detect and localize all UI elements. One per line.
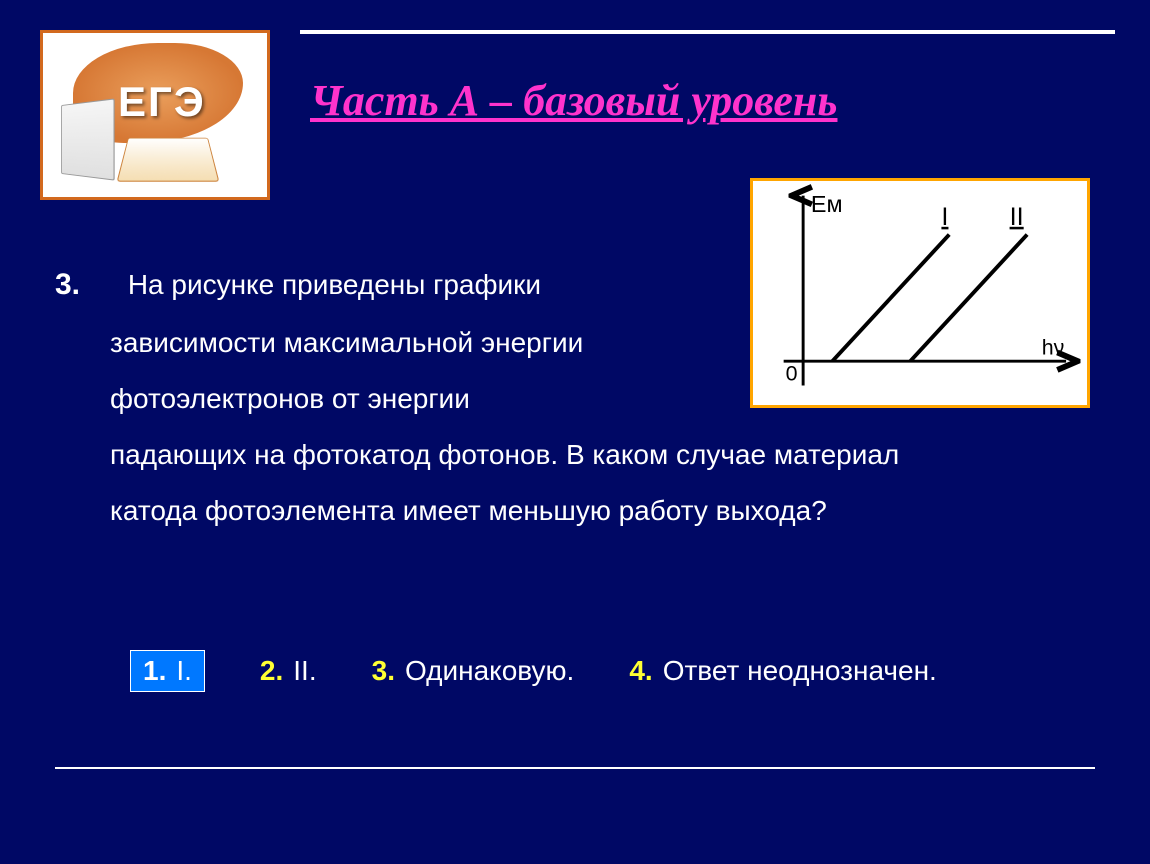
question-number: 3. (55, 268, 80, 301)
chart-line2-label: II (1010, 203, 1024, 231)
question-block: 3. На рисунке приведены графики зависимо… (55, 255, 1095, 539)
answer-option-1[interactable]: 1. I. (130, 650, 205, 692)
bottom-divider (55, 767, 1095, 769)
answer-num-2: 2. (260, 655, 283, 687)
logo-calculator-shape (61, 98, 115, 180)
logo-text: ЕГЭ (118, 78, 206, 126)
question-line-3: фотоэлектронов от энергии (110, 383, 470, 414)
top-divider (300, 30, 1115, 34)
answer-label-1: I. (176, 655, 192, 687)
question-line-2: зависимости максимальной энергии (110, 327, 583, 358)
answer-num-4: 4. (629, 655, 652, 687)
answer-label-2: II. (293, 655, 316, 687)
question-line-1: На рисунке приведены графики (128, 269, 541, 300)
answer-num-3: 3. (372, 655, 395, 687)
answer-option-3[interactable]: 3. Одинаковую. (372, 655, 575, 687)
question-line-5: катода фотоэлемента имеет меньшую работу… (110, 495, 827, 526)
logo-book-shape (117, 138, 220, 182)
answer-option-4[interactable]: 4. Ответ неоднозначен. (629, 655, 936, 687)
answers-row: 1. I. 2. II. 3. Одинаковую. 4. Ответ нео… (130, 650, 1095, 692)
chart-line1-label: I (941, 203, 948, 231)
answer-label-3: Одинаковую. (405, 655, 574, 687)
answer-num-1: 1. (143, 655, 166, 687)
slide-title: Часть А – базовый уровень (310, 75, 837, 126)
answer-option-2[interactable]: 2. II. (260, 655, 317, 687)
chart-y-label: Eм (811, 191, 843, 217)
logo-container: ЕГЭ (40, 30, 270, 200)
question-line-4: падающих на фотокатод фотонов. В каком с… (110, 439, 899, 470)
answer-label-4: Ответ неоднозначен. (663, 655, 937, 687)
